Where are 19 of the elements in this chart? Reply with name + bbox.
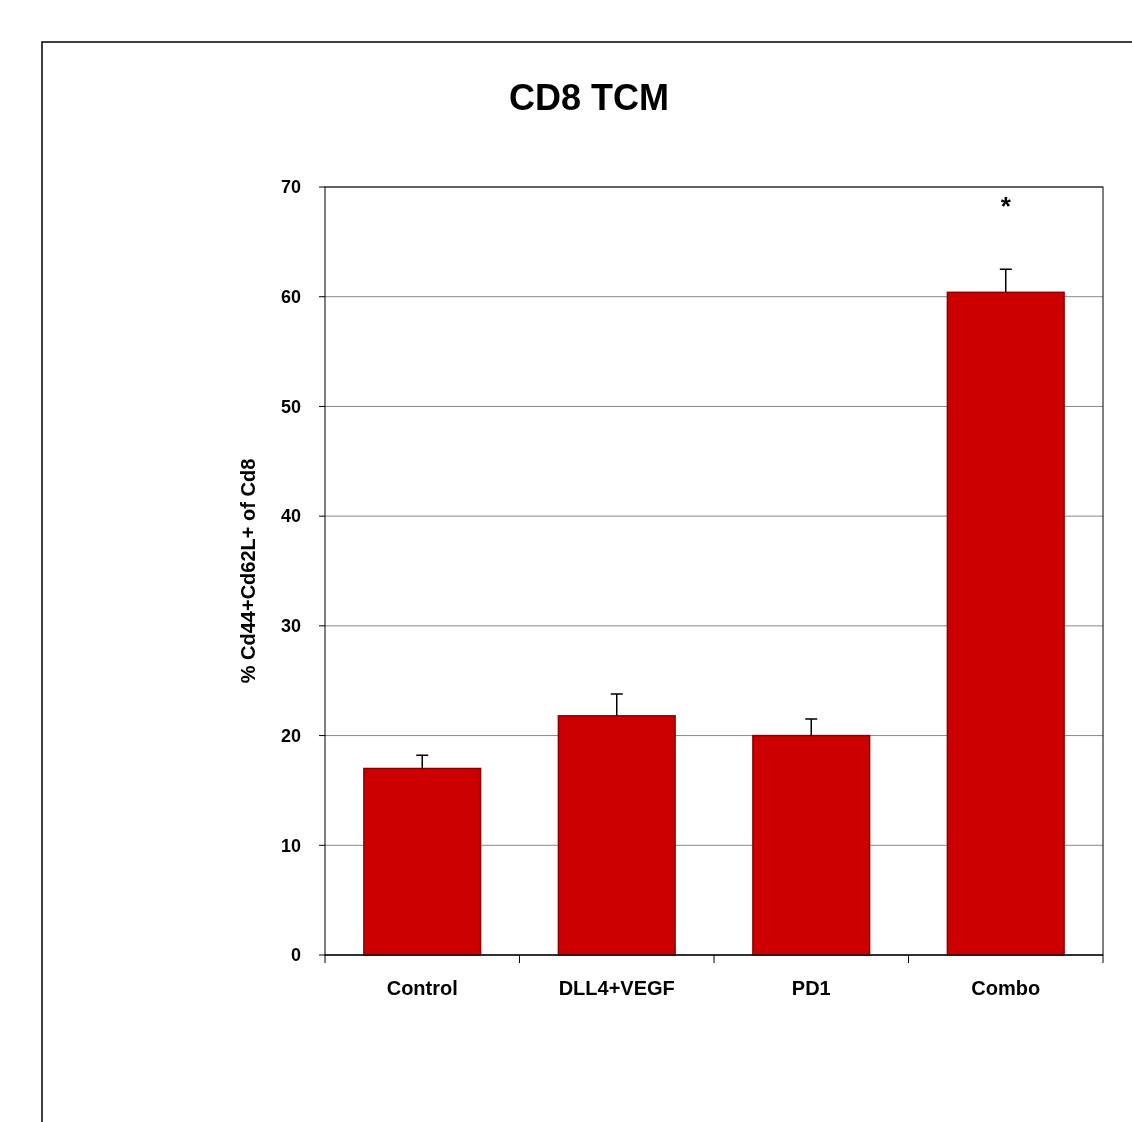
- y-tick-label: 70: [280, 177, 301, 198]
- y-tick-label: 40: [280, 506, 301, 527]
- x-tick-label: DLL4+VEGF: [558, 977, 675, 999]
- y-tick-label: 10: [280, 835, 301, 856]
- y-tick-label: 60: [280, 287, 301, 308]
- y-tick-label: 20: [280, 725, 301, 746]
- bar: [557, 715, 676, 956]
- y-tick-label: 50: [280, 396, 301, 417]
- x-tick-label: PD1: [791, 977, 831, 999]
- y-tick-label: 0: [290, 945, 301, 966]
- bar: [752, 734, 871, 956]
- bar: [363, 767, 482, 956]
- bar: [946, 291, 1065, 956]
- y-tick-label: 30: [280, 616, 301, 637]
- x-tick-label: Control: [386, 977, 458, 999]
- chart-title: CD8 TCM: [509, 77, 669, 118]
- y-axis-title: % Cd44+Cd62L+ of Cd8: [237, 458, 259, 684]
- annotation: *: [1000, 191, 1012, 221]
- x-tick-label: Combo: [971, 977, 1041, 999]
